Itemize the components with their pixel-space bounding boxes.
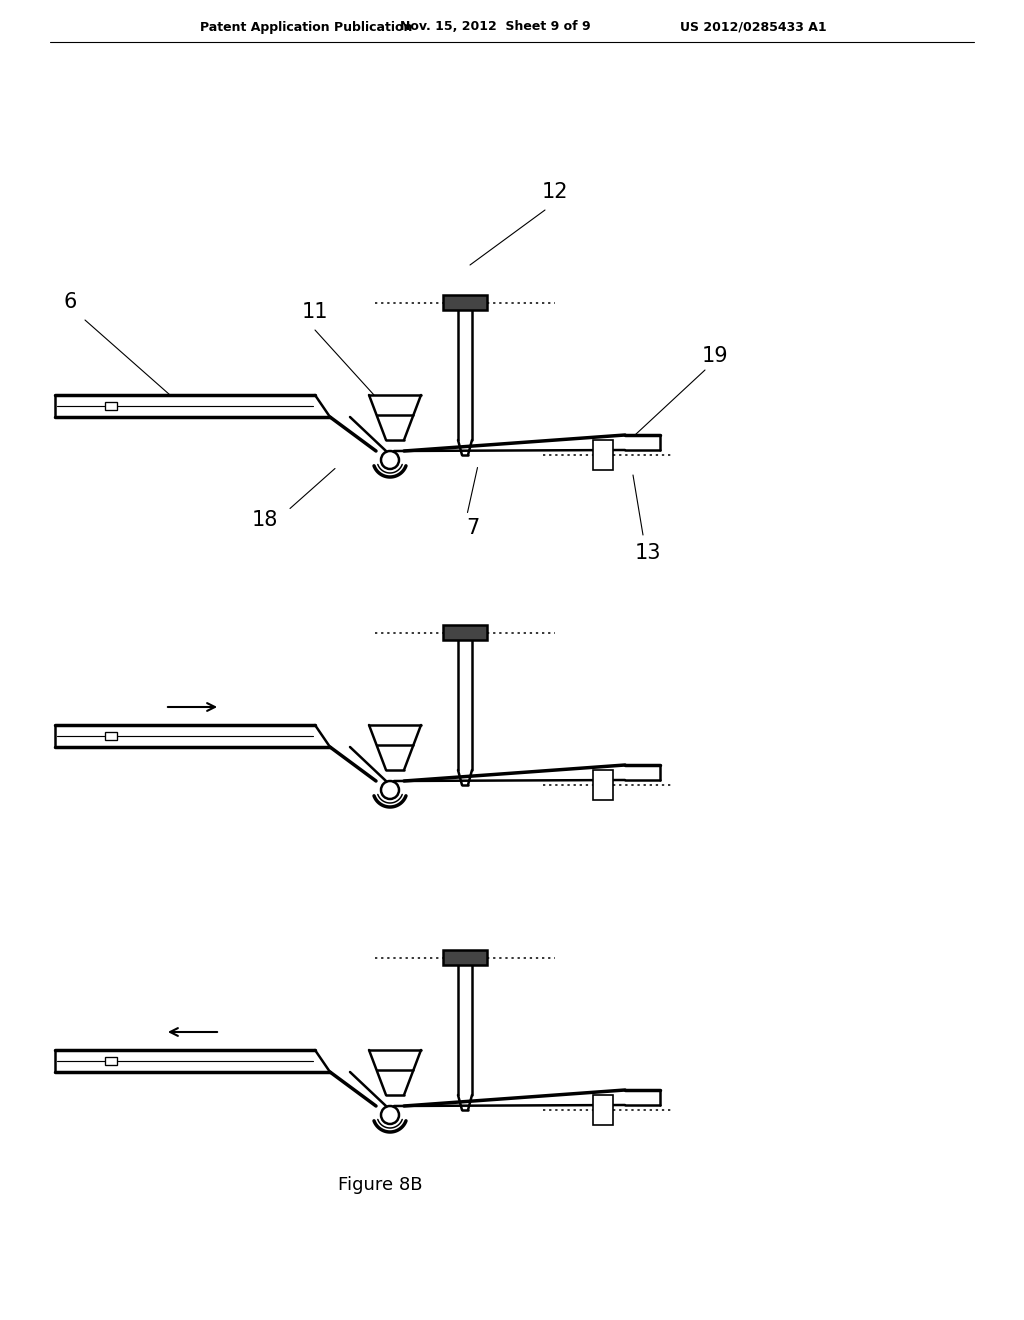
Text: Figure 8B: Figure 8B — [338, 1176, 422, 1195]
Text: Nov. 15, 2012  Sheet 9 of 9: Nov. 15, 2012 Sheet 9 of 9 — [400, 21, 591, 33]
Text: 13: 13 — [635, 543, 662, 564]
Bar — [593, 770, 613, 800]
Bar — [105, 1057, 117, 1065]
Bar — [443, 294, 487, 310]
Text: 19: 19 — [701, 346, 728, 366]
Text: 18: 18 — [252, 511, 279, 531]
Text: Patent Application Publication: Patent Application Publication — [200, 21, 413, 33]
Bar — [443, 624, 487, 640]
Bar — [105, 733, 117, 741]
Bar — [593, 1096, 613, 1125]
Text: 6: 6 — [63, 292, 77, 312]
Bar — [105, 403, 117, 411]
Text: 7: 7 — [466, 517, 479, 537]
Text: 11: 11 — [302, 302, 329, 322]
Bar — [443, 950, 487, 965]
Bar — [593, 440, 613, 470]
Text: 12: 12 — [542, 182, 568, 202]
Text: US 2012/0285433 A1: US 2012/0285433 A1 — [680, 21, 826, 33]
